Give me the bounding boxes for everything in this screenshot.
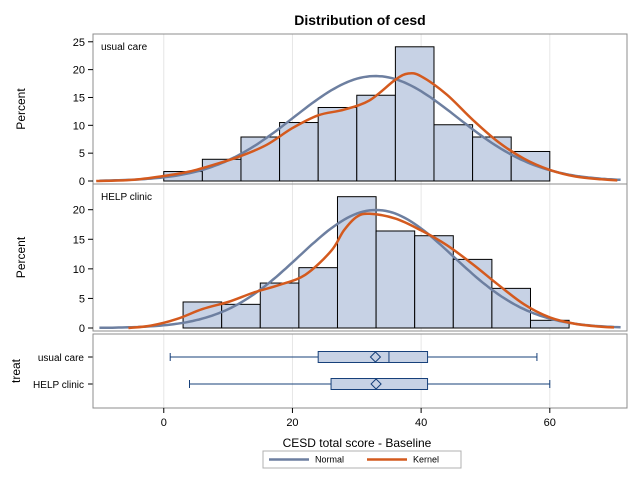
y-tick-label: 20: [73, 65, 85, 77]
x-tick-label: 60: [544, 417, 556, 429]
y-tick-label: 15: [73, 234, 85, 246]
x-axis-label: CESD total score - Baseline: [283, 436, 432, 450]
y-tick-label: 5: [79, 148, 85, 160]
histogram-bar: [452, 258, 493, 329]
mean-diamond: [370, 378, 382, 390]
y-tick-label: 10: [73, 120, 85, 132]
y-tick-label: 15: [73, 92, 85, 104]
chart-title: Distribution of cesd: [294, 12, 425, 28]
boxplot-panel: usual care HELP clinic treat: [9, 333, 628, 409]
histogram-bar: [317, 106, 358, 182]
kernel-curve: [128, 212, 615, 330]
panel-frame: [92, 333, 628, 409]
y-tick-label: 10: [73, 264, 85, 276]
histogram-bar: [375, 230, 416, 329]
histogram-bar: [394, 46, 435, 182]
y-axis-label: treat: [9, 358, 23, 383]
group-label: HELP clinic: [33, 380, 84, 391]
panel-frame: [92, 183, 628, 332]
y-axis-label: Percent: [14, 88, 28, 130]
legend-label-normal: Normal: [315, 455, 344, 465]
histogram-bar: [298, 267, 338, 329]
histogram-bar: [433, 124, 474, 182]
histogram-bar: [356, 94, 396, 182]
panels-layer: usual care 0 5 10 15 20 25 Percent HELP clinic 0 5…: [9, 33, 628, 429]
histogram-bar: [221, 303, 261, 329]
x-tick-label: 0: [161, 417, 167, 429]
group-label: usual care: [38, 353, 85, 364]
x-tick-label: 20: [286, 417, 298, 429]
x-tick-label: 40: [415, 417, 427, 429]
y-tick-label: 5: [79, 293, 85, 305]
legend-label-kernel: Kernel: [413, 455, 439, 465]
legend-frame: [262, 450, 462, 469]
panel-label: usual care: [101, 42, 148, 53]
normal-curve: [99, 208, 621, 330]
y-tick-label: 20: [73, 205, 85, 217]
boxplot-group: HELP clinic: [33, 378, 551, 391]
histogram-panel: HELP clinic 0 5 10 15 20 Percent: [14, 183, 628, 335]
mean-diamond: [369, 351, 382, 363]
kernel-curve: [96, 71, 618, 183]
legend: Normal Kernel: [262, 450, 462, 469]
histogram-bar: [259, 282, 300, 329]
y-tick-label: 0: [79, 323, 85, 335]
histogram-bar: [529, 319, 570, 329]
histogram-panel: usual care 0 5 10 15 20 25 Percent: [14, 33, 628, 188]
normal-curve: [99, 74, 621, 182]
panel-label: HELP clinic: [101, 192, 152, 203]
y-tick-label: 25: [73, 37, 85, 49]
boxplot-group: usual care: [38, 351, 538, 364]
y-axis-label: Percent: [14, 236, 28, 278]
histogram-bar: [240, 136, 281, 182]
y-tick-label: 0: [79, 176, 85, 188]
